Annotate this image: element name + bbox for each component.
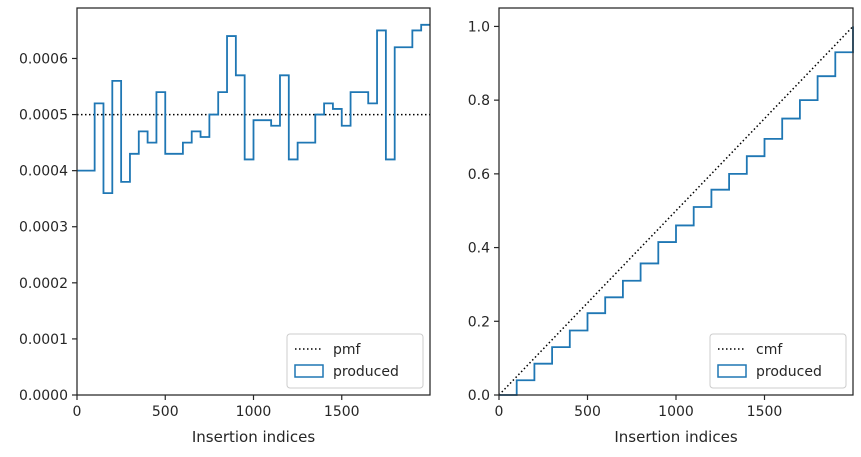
x-tick-label: 1000	[236, 404, 272, 420]
y-tick-label: 0.0	[468, 388, 490, 404]
legend-swatch-produced	[294, 364, 324, 378]
y-tick-label: 0.6	[468, 167, 490, 183]
y-tick-label: 0.4	[468, 241, 490, 257]
legend-swatch-produced	[717, 364, 747, 378]
y-tick-label: 0.0005	[19, 108, 68, 124]
x-axis-title: Insertion indices	[614, 428, 737, 446]
y-tick-label: 0.0003	[19, 220, 68, 236]
legend-label-cmf: cmf	[756, 342, 783, 358]
legend-box	[709, 333, 847, 389]
right-panel-cmf: 0 500 1000 1500 0.0 0.2 0.4 0.6 0.8 1.0 Insertion …	[468, 7, 854, 446]
legend: pmf produced	[286, 333, 424, 389]
x-tick-label: 0	[495, 404, 504, 420]
y-tick-label: 0.8	[468, 93, 490, 109]
x-tick-label: 1000	[658, 404, 694, 420]
y-tick-label: 0.0004	[19, 164, 68, 180]
legend: cmf produced	[709, 333, 847, 389]
y-tick-label: 0.0002	[19, 276, 68, 292]
x-tick-label: 1500	[324, 404, 360, 420]
x-tick-label: 500	[574, 404, 601, 420]
y-tick-label: 0.2	[468, 314, 490, 330]
left-panel-pmf: 0 500 1000 1500 0.0000 0.0001 0.0002 0.0003 0.00…	[19, 7, 431, 446]
x-tick-label: 500	[152, 404, 179, 420]
series-line-produced	[499, 26, 854, 396]
x-axis-title: Insertion indices	[192, 428, 315, 446]
x-tick-label: 0	[73, 404, 82, 420]
series-line-cmf	[498, 25, 854, 396]
series-line-produced	[77, 23, 430, 194]
legend-label-produced: produced	[333, 364, 399, 380]
y-tick-label: 0.0006	[19, 51, 68, 67]
legend-label-pmf: pmf	[333, 342, 362, 358]
y-tick-label: 0.0001	[19, 332, 68, 348]
legend-label-produced: produced	[756, 364, 822, 380]
x-tick-label: 1500	[747, 404, 783, 420]
y-tick-label: 0.0000	[19, 388, 68, 404]
y-tick-label: 1.0	[468, 19, 490, 35]
legend-box	[286, 333, 424, 389]
